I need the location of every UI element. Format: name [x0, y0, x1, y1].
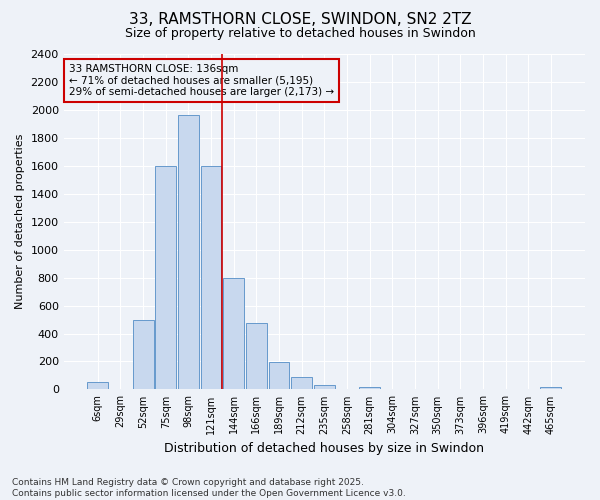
Bar — [223, 278, 244, 390]
Text: 33 RAMSTHORN CLOSE: 136sqm
← 71% of detached houses are smaller (5,195)
29% of s: 33 RAMSTHORN CLOSE: 136sqm ← 71% of deta… — [69, 64, 334, 98]
Bar — [133, 320, 154, 390]
Bar — [314, 384, 335, 390]
Text: Contains HM Land Registry data © Crown copyright and database right 2025.
Contai: Contains HM Land Registry data © Crown c… — [12, 478, 406, 498]
Bar — [541, 388, 562, 390]
Y-axis label: Number of detached properties: Number of detached properties — [15, 134, 25, 310]
Bar — [155, 166, 176, 390]
Bar — [291, 377, 312, 390]
X-axis label: Distribution of detached houses by size in Swindon: Distribution of detached houses by size … — [164, 442, 484, 455]
Bar — [178, 116, 199, 390]
Bar — [269, 362, 289, 390]
Bar — [200, 166, 221, 390]
Bar — [246, 323, 267, 390]
Bar — [88, 382, 108, 390]
Bar — [359, 388, 380, 390]
Text: 33, RAMSTHORN CLOSE, SWINDON, SN2 2TZ: 33, RAMSTHORN CLOSE, SWINDON, SN2 2TZ — [128, 12, 472, 28]
Text: Size of property relative to detached houses in Swindon: Size of property relative to detached ho… — [125, 28, 475, 40]
